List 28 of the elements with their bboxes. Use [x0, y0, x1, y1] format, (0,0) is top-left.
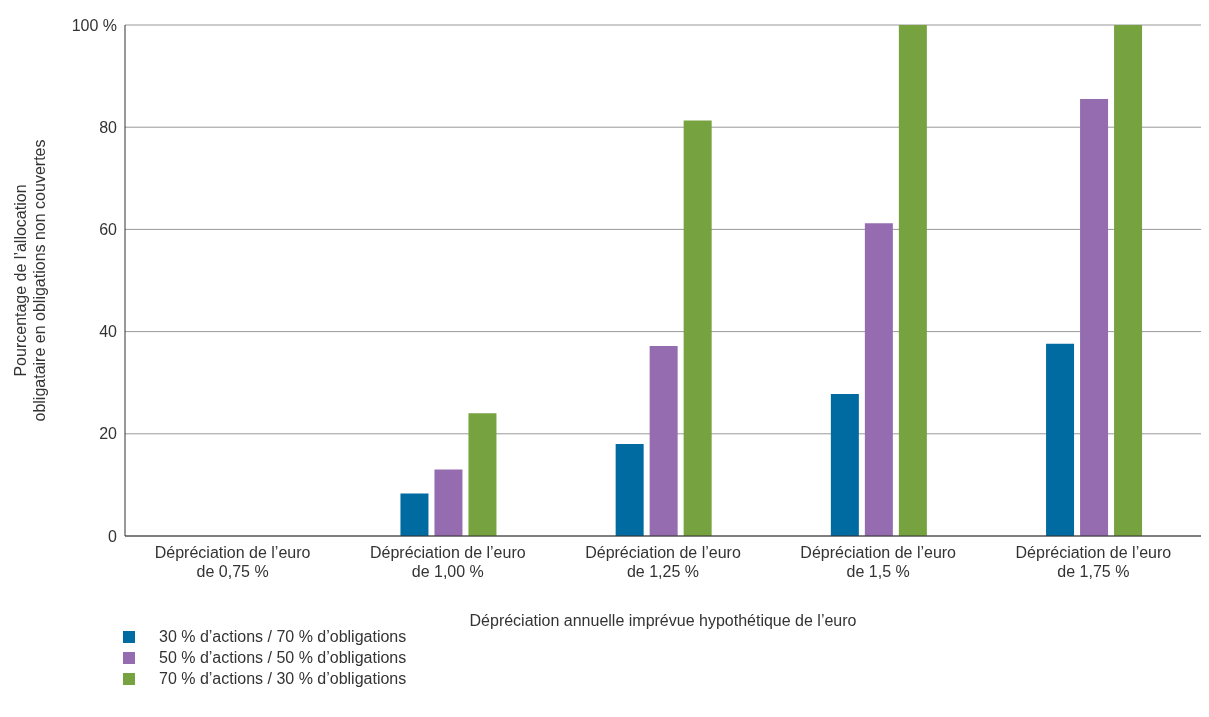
- bar: [1046, 343, 1075, 536]
- x-tick-label: Dépréciation de l’euro de 1,25 %: [585, 544, 741, 580]
- legend-label: 50 % d’actions / 50 % d’obligations: [159, 648, 407, 667]
- y-tick-label: 100 %: [71, 16, 117, 34]
- bar: [434, 469, 463, 536]
- bar: [864, 223, 893, 536]
- y-tick-label: 60: [99, 221, 118, 239]
- bar: [468, 413, 497, 536]
- legend-label: 70 % d’actions / 30 % d’obligations: [159, 669, 407, 688]
- x-tick-label: Dépréciation de l’euro de 0,75 %: [154, 544, 311, 580]
- bar: [649, 345, 678, 536]
- bar: [615, 444, 644, 536]
- y-axis-title: Pourcentage de l’allocation obligataire en obligations non couvertes: [12, 139, 48, 422]
- bar: [830, 393, 859, 536]
- y-tick-label: 20: [99, 425, 118, 443]
- bar: [400, 493, 429, 536]
- y-tick-label: 0: [108, 527, 118, 545]
- x-axis-title: Dépréciation annuelle imprévue hypothétique de l’euro: [469, 612, 857, 629]
- x-tick-label: Dépréciation de l’euro de 1,00 %: [369, 544, 526, 580]
- bar: [1114, 25, 1143, 536]
- bar: [898, 25, 927, 536]
- y-tick-label: 40: [99, 323, 118, 341]
- y-tick-label: 80: [99, 118, 118, 136]
- x-tick-label: Dépréciation de l’euro de 1,75 %: [1015, 544, 1172, 580]
- bar: [683, 120, 712, 536]
- bar: [1080, 99, 1109, 536]
- x-tick-label: Dépréciation de l’euro de 1,5 %: [800, 544, 957, 580]
- legend-label: 30 % d’actions / 70 % d’obligations: [159, 627, 407, 646]
